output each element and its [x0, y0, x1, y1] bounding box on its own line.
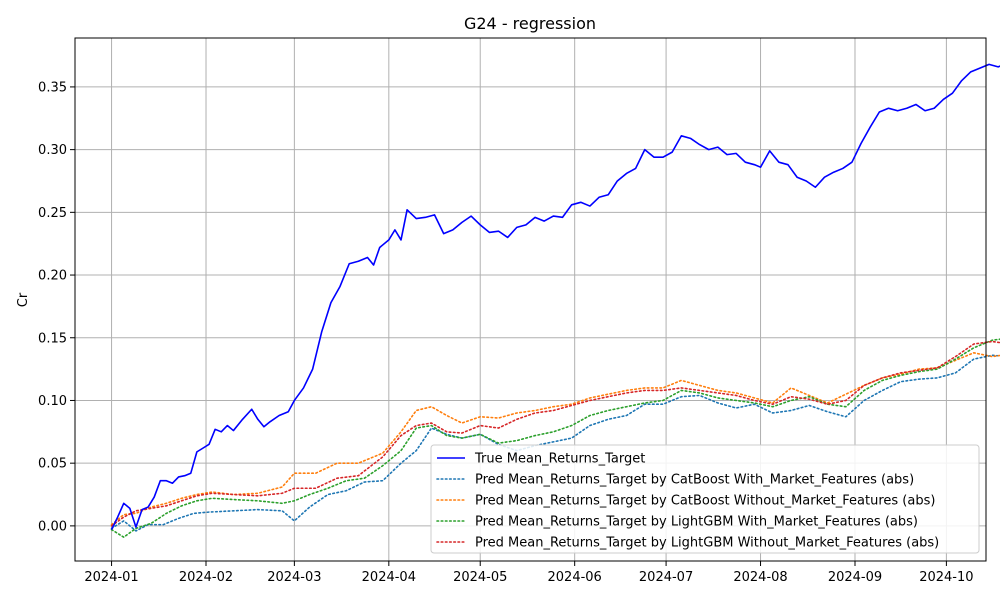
- x-tick-label: 2024-09: [828, 570, 882, 585]
- series-line-0: [110, 63, 1000, 530]
- x-tick-label: 2024-06: [548, 570, 602, 585]
- series-line-2: [110, 351, 1000, 526]
- y-tick-label: 0.25: [38, 206, 67, 221]
- legend-label-3: Pred Mean_Returns_Target by LightGBM Wit…: [475, 515, 918, 530]
- x-tick-label: 2024-02: [179, 570, 233, 585]
- y-tick-label: 0.00: [38, 519, 67, 534]
- y-tick-label: 0.35: [38, 80, 67, 95]
- y-axis: 0.00 0.05 0.10 0.15 0.20 0.25 0.30 0.35: [38, 80, 75, 534]
- plot-frame: [74, 37, 987, 562]
- legend-box: [430, 444, 980, 554]
- legend: True Mean_Returns_Target Pred Mean_Return…: [430, 444, 980, 554]
- y-tick-label: 0.10: [38, 394, 67, 409]
- series-line-1: [110, 354, 1000, 532]
- x-tick-label: 2024-08: [733, 570, 787, 585]
- y-tick-label: 0.30: [38, 143, 67, 158]
- x-tick-label: 2024-05: [453, 570, 507, 585]
- series-line-3: [110, 338, 1000, 538]
- y-tick-label: 0.15: [38, 331, 67, 346]
- legend-label-1: Pred Mean_Returns_Target by CatBoost Wit…: [475, 473, 914, 488]
- y-tick-label: 0.20: [38, 269, 67, 284]
- x-axis: 2024-01 2024-02 2024-03 2024-04 2024-05 2024-…: [84, 561, 974, 585]
- chart-title: G24 - regression: [464, 14, 596, 33]
- series-line-4: [110, 340, 1000, 527]
- x-tick-label: 2024-01: [84, 570, 138, 585]
- x-tick-label: 2024-10: [919, 570, 973, 585]
- y-axis-label: Cr: [16, 292, 31, 307]
- legend-label-2: Pred Mean_Returns_Target by CatBoost Wit…: [475, 494, 935, 509]
- legend-label-4: Pred Mean_Returns_Target by LightGBM Wit…: [475, 536, 939, 551]
- x-tick-label: 2024-03: [267, 570, 321, 585]
- x-tick-label: 2024-04: [362, 570, 416, 585]
- y-tick-label: 0.05: [38, 457, 67, 472]
- x-tick-label: 2024-07: [639, 570, 693, 585]
- legend-label-0: True Mean_Returns_Target: [474, 452, 645, 467]
- series-group: [110, 63, 1000, 538]
